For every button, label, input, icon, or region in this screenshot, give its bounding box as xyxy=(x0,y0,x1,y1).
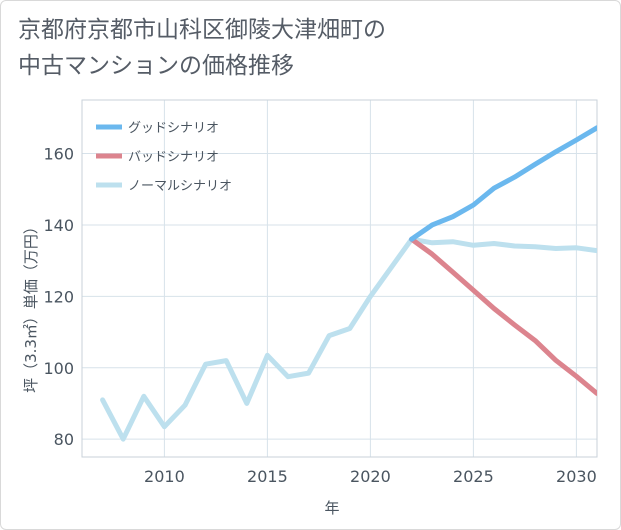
y-tick-label: 120 xyxy=(43,287,74,306)
y-tick-label: 100 xyxy=(43,359,74,378)
legend-item[interactable]: グッドシナリオ xyxy=(96,121,219,136)
chart-title: 京都府京都市山科区御陵大津畑町の 中古マンションの価格推移 xyxy=(18,12,386,84)
y-tick-label: 140 xyxy=(43,216,74,235)
y-tick-label: 160 xyxy=(43,145,74,164)
series-lines xyxy=(100,125,597,442)
x-axis-ticks: 2010 2015 2020 2025 2030 xyxy=(144,467,597,486)
legend-label: グッドシナリオ xyxy=(128,121,219,136)
legend-item[interactable]: バッドシナリオ xyxy=(96,150,219,165)
x-axis-title: 年 xyxy=(324,499,339,517)
chart-title-line-2: 中古マンションの価格推移 xyxy=(18,53,294,79)
x-tick-label: 2015 xyxy=(247,467,288,486)
x-tick-label: 2025 xyxy=(453,467,494,486)
legend-label: バッドシナリオ xyxy=(128,150,219,165)
y-tick-label: 80 xyxy=(54,430,74,449)
series-line-0 xyxy=(409,125,597,242)
grid xyxy=(82,100,597,457)
x-tick-label: 2010 xyxy=(144,467,185,486)
legend-item[interactable]: ノーマルシナリオ xyxy=(96,179,232,194)
chart-title-line-1: 京都府京都市山科区御陵大津畑町の xyxy=(18,17,386,43)
y-axis-title: 坪（3.3㎡）単価（万円） xyxy=(22,219,40,393)
series-line-1 xyxy=(409,236,597,396)
y-axis-ticks: 80 100 120 140 160 xyxy=(43,145,74,450)
plot-area xyxy=(81,99,598,458)
legend-label: ノーマルシナリオ xyxy=(128,179,232,194)
x-tick-label: 2030 xyxy=(556,467,597,486)
x-tick-label: 2020 xyxy=(350,467,391,486)
series-line-2 xyxy=(100,236,597,442)
